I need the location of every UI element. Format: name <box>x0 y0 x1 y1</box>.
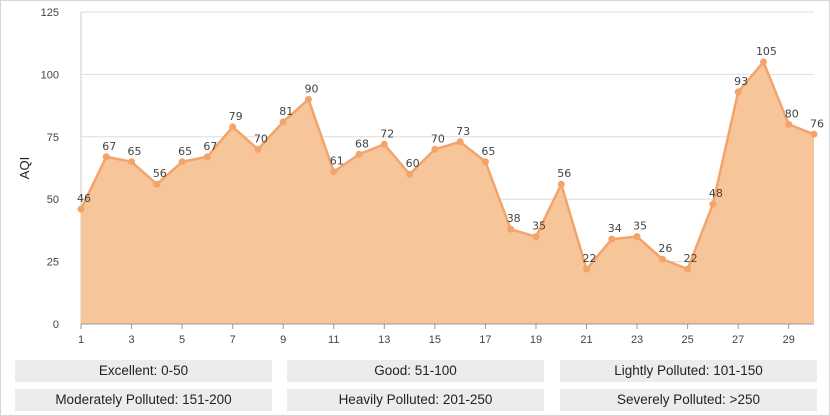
y-tick-label: 100 <box>41 69 59 81</box>
data-label: 35 <box>633 220 647 233</box>
data-label: 79 <box>229 110 243 123</box>
data-point <box>77 205 85 213</box>
x-tick-label: 1 <box>78 334 84 346</box>
data-point <box>734 88 742 96</box>
data-point <box>709 200 717 208</box>
data-label: 46 <box>77 192 91 205</box>
data-point <box>178 158 186 166</box>
data-label: 81 <box>279 105 293 118</box>
data-point <box>254 145 262 153</box>
data-label: 22 <box>684 252 698 265</box>
y-tick-label: 0 <box>53 319 59 331</box>
data-label: 65 <box>178 145 192 158</box>
data-point <box>380 140 388 148</box>
x-tick-label: 5 <box>179 334 185 346</box>
x-tick-label: 9 <box>280 334 286 346</box>
data-point <box>229 123 237 131</box>
data-label: 80 <box>785 107 799 120</box>
data-label: 65 <box>481 145 495 158</box>
data-point <box>810 130 818 138</box>
data-point <box>102 153 110 161</box>
data-point <box>456 138 464 146</box>
x-tick-label: 3 <box>128 334 134 346</box>
x-tick-label: 21 <box>580 334 592 346</box>
legend-moderately-polluted: Moderately Polluted: 151-200 <box>15 389 272 411</box>
x-tick-label: 29 <box>783 334 795 346</box>
data-label: 70 <box>254 132 268 145</box>
x-tick-label: 11 <box>328 334 339 346</box>
y-axis-label: AQI <box>17 157 32 179</box>
data-point <box>279 118 287 126</box>
data-point <box>330 168 338 176</box>
x-tick-label: 25 <box>681 334 693 346</box>
data-label: 35 <box>532 220 546 233</box>
data-point <box>759 58 767 66</box>
aqi-category-legend: Excellent: 0-50 Good: 51-100 Lightly Pol… <box>15 360 817 412</box>
data-point <box>557 180 565 188</box>
data-point <box>532 233 540 241</box>
data-point <box>128 158 136 166</box>
data-label: 60 <box>406 157 420 170</box>
data-label: 48 <box>709 187 723 200</box>
x-tick-label: 19 <box>530 334 542 346</box>
data-label: 22 <box>583 252 597 265</box>
legend-heavily-polluted: Heavily Polluted: 201-250 <box>287 389 544 411</box>
data-label: 56 <box>153 167 167 180</box>
data-label: 73 <box>456 125 470 138</box>
x-tick-label: 15 <box>429 334 441 346</box>
data-label: 105 <box>756 45 777 58</box>
data-point <box>203 153 211 161</box>
legend-severely-polluted: Severely Polluted: >250 <box>560 389 817 411</box>
data-label: 72 <box>380 127 394 140</box>
data-label: 67 <box>102 140 116 153</box>
legend-good: Good: 51-100 <box>287 360 544 382</box>
x-tick-label: 17 <box>479 334 491 346</box>
data-point <box>355 150 363 158</box>
data-point <box>785 120 793 128</box>
data-point <box>406 170 414 178</box>
legend-lightly-polluted: Lightly Polluted: 101-150 <box>560 360 817 382</box>
data-point <box>481 158 489 166</box>
data-label: 38 <box>507 212 521 225</box>
data-label: 26 <box>658 242 672 255</box>
y-tick-label: 125 <box>41 7 59 19</box>
x-tick-label: 7 <box>230 334 236 346</box>
data-label: 93 <box>734 75 748 88</box>
legend-excellent: Excellent: 0-50 <box>15 360 272 382</box>
x-tick-label: 23 <box>631 334 643 346</box>
data-point <box>304 95 312 103</box>
y-tick-label: 25 <box>47 257 59 269</box>
data-point <box>153 180 161 188</box>
data-label: 34 <box>608 222 622 235</box>
data-label: 68 <box>355 137 369 150</box>
x-tick-label: 13 <box>378 334 390 346</box>
data-point <box>633 233 641 241</box>
data-label: 90 <box>304 82 318 95</box>
data-point <box>684 265 692 273</box>
x-tick-label: 27 <box>732 334 744 346</box>
data-point <box>507 225 515 233</box>
data-point <box>583 265 591 273</box>
aqi-area-fill <box>81 61 814 325</box>
data-label: 65 <box>128 145 142 158</box>
data-label: 67 <box>203 140 217 153</box>
y-tick-label: 75 <box>47 132 59 144</box>
data-point <box>431 145 439 153</box>
data-label: 76 <box>810 117 824 130</box>
aqi-series-line <box>79 60 815 271</box>
data-label: 56 <box>557 167 571 180</box>
data-point <box>608 235 616 243</box>
data-label: 70 <box>431 132 445 145</box>
data-label: 61 <box>330 155 344 168</box>
y-tick-label: 50 <box>47 194 59 206</box>
data-point <box>658 255 666 263</box>
